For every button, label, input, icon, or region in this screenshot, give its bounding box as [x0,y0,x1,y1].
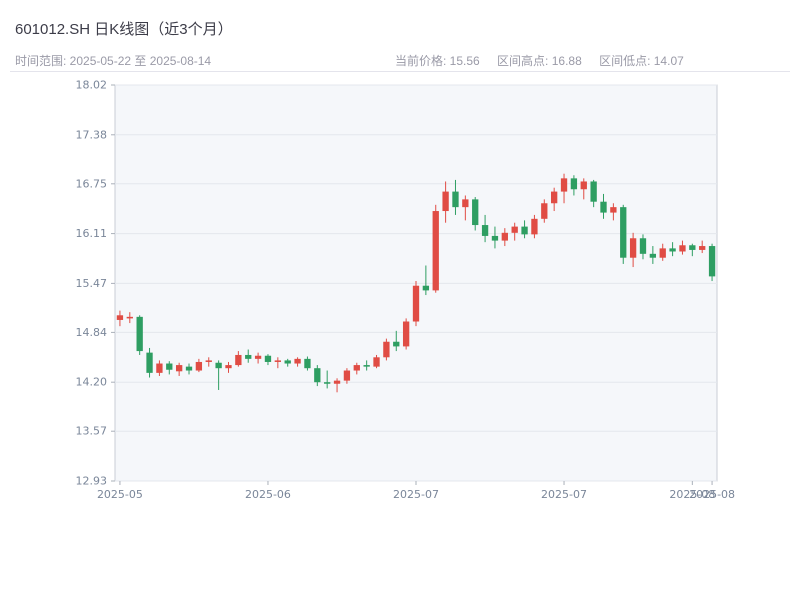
current-price-label: 当前价格: 15.56 [395,54,480,68]
svg-text:14.20: 14.20 [76,376,108,389]
svg-text:2025-07: 2025-07 [541,488,587,501]
svg-text:2025-06: 2025-06 [245,488,291,501]
svg-text:14.84: 14.84 [76,326,108,339]
header-divider [10,71,790,72]
chart-stats: 当前价格: 15.56 区间高点: 16.88 区间低点: 14.07 [395,52,698,69]
svg-text:2025-08: 2025-08 [689,488,735,501]
svg-text:16.75: 16.75 [76,177,108,190]
svg-text:2025-08: 2025-08 [669,488,715,501]
svg-text:15.47: 15.47 [76,277,108,290]
svg-text:13.57: 13.57 [76,425,108,438]
svg-text:2025-07: 2025-07 [393,488,439,501]
range-low-label: 区间低点: 14.07 [599,54,684,68]
date-range-label: 时间范围: 2025-05-22 至 2025-08-14 [15,54,212,68]
svg-text:2025-05: 2025-05 [97,488,143,501]
svg-text:18.02: 18.02 [76,79,108,92]
svg-text:16.11: 16.11 [76,227,108,240]
svg-text:12.93: 12.93 [76,475,108,488]
svg-text:17.38: 17.38 [76,128,108,141]
page-title: 601012.SH 日K线图（近3个月） [15,21,233,38]
range-high-label: 区间高点: 16.88 [497,54,582,68]
